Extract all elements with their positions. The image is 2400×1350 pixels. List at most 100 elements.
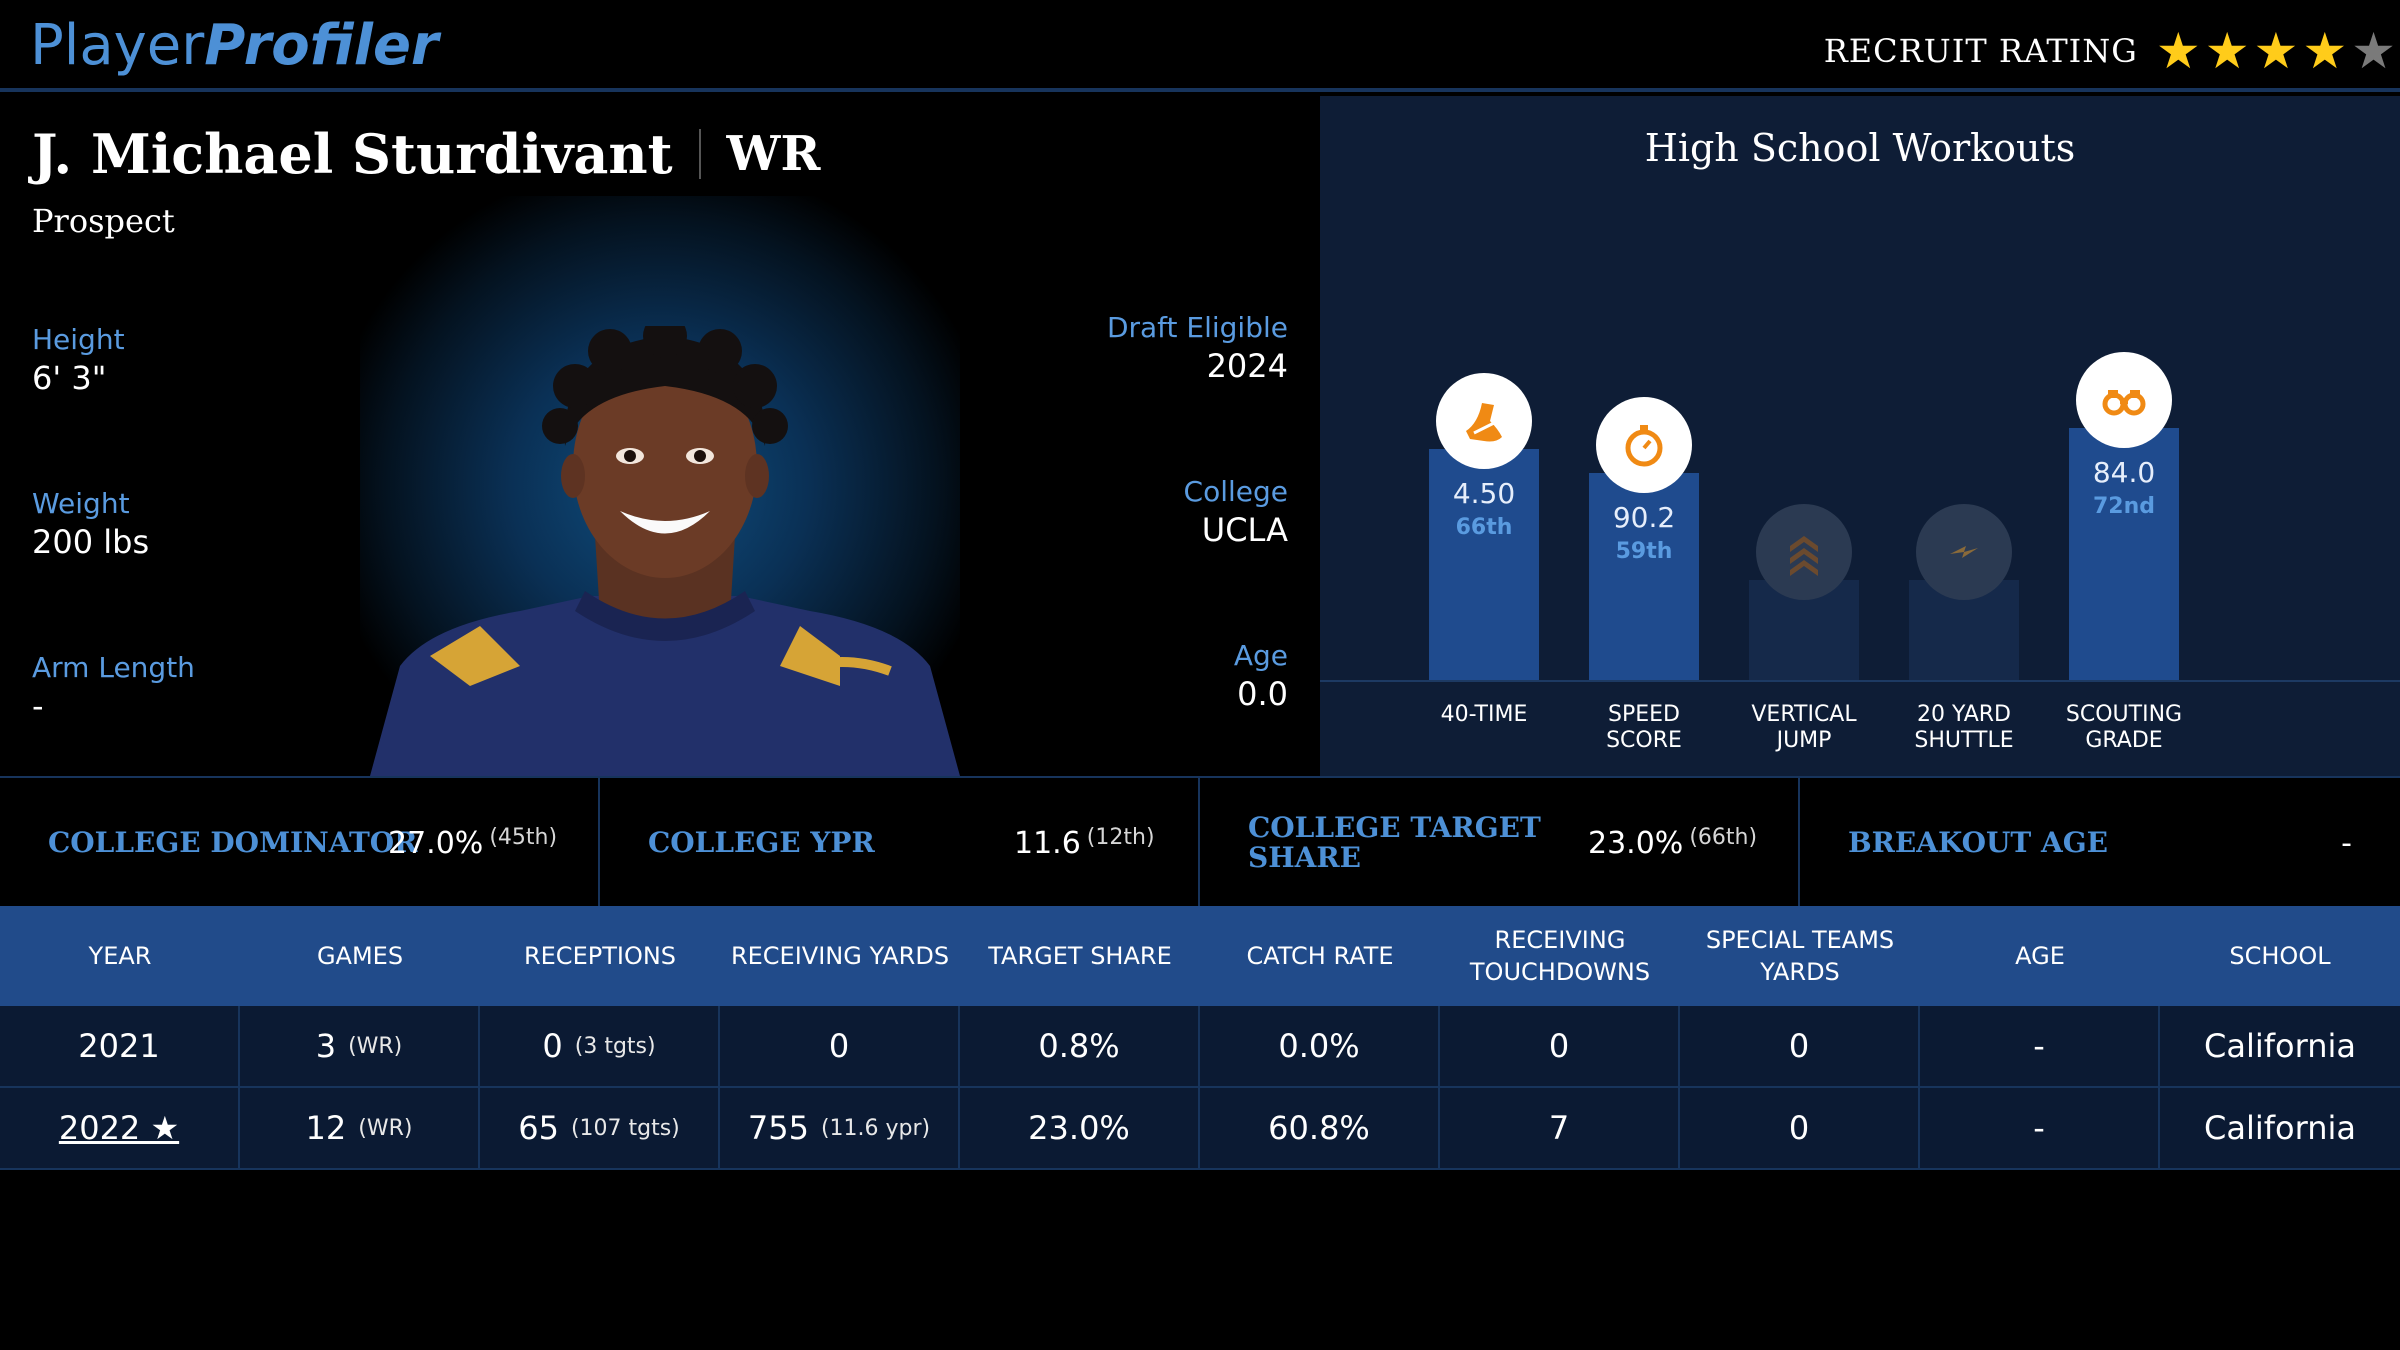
table-cell[interactable]: 2022 ★ (0, 1088, 240, 1168)
stat-label: COLLEGE DOMINATOR (48, 826, 418, 859)
star-empty-icon: ★ (2351, 22, 2396, 80)
attr-weight: Weight 200 lbs (32, 486, 332, 562)
table-cell: 755 (11.6 ypr) (720, 1088, 960, 1168)
attr-label: College (1183, 475, 1288, 508)
attr-value: 6' 3" (32, 359, 107, 397)
high-school-workouts-panel: High School Workouts 4.50 66th 40-TIME 90.2… (1320, 96, 2400, 776)
stat-value: - (2341, 825, 2352, 861)
attr-value: - (32, 687, 44, 725)
player-photo (370, 326, 960, 776)
logo[interactable]: PlayerProfiler (30, 14, 439, 78)
table-cell: 0 (1680, 1088, 1920, 1168)
table-cell: 0 (1680, 1006, 1920, 1086)
stat-rank: (12th) (1086, 824, 1155, 850)
stat-value-wrap: 23.0% (66th) (1588, 778, 1757, 908)
attr-value: UCLA (1201, 511, 1288, 549)
column-header[interactable]: AGE (2015, 942, 2065, 970)
table-cell: 23.0% (960, 1088, 1200, 1168)
table-cell: 65 (107 tgts) (480, 1088, 720, 1168)
attr-label: Weight (32, 487, 130, 520)
table-cell: 60.8% (1200, 1088, 1440, 1168)
chevrons-up-icon (1756, 504, 1852, 600)
workout-value: 4.50 (1452, 477, 1516, 510)
column-header[interactable]: SPECIAL TEAMS YARDS (1705, 926, 1895, 986)
stopwatch-icon (1596, 397, 1692, 493)
attr-value: 200 lbs (32, 523, 150, 561)
attr-label: Arm Length (32, 651, 195, 684)
player-profile-panel: J. Michael Sturdivant WR Prospect Height… (0, 96, 1320, 776)
workout-value: 90.2 (1612, 501, 1676, 534)
season-link[interactable]: 2022 ★ (58, 1109, 180, 1147)
star-filled-icon: ★ (2155, 22, 2201, 80)
stat-value-wrap: 11.6 (12th) (1014, 778, 1155, 908)
attr-college: College UCLA (988, 474, 1288, 550)
recruit-rating: RECRUIT RATING ★ ★ ★ ★ ★ (1824, 26, 2400, 76)
attr-value: 2024 (1206, 347, 1288, 385)
stat-rank: (45th) (489, 824, 558, 850)
column-header[interactable]: TARGET SHARE (988, 942, 1172, 970)
attr-height: Height 6' 3" (32, 322, 332, 398)
logo-part-1: Player (30, 13, 205, 78)
table-cell: 0.0% (1200, 1006, 1440, 1086)
stat-college-dominator: COLLEGE DOMINATOR 27.0% (45th) (0, 778, 600, 908)
table-row: 2021 3 (WR) 0 (3 tgts) 0 0.8% 0.0% 0 0- California (0, 1006, 2400, 1088)
player-name: J. Michael Sturdivant (32, 122, 673, 186)
table-cell: 2021 (0, 1006, 240, 1086)
stat-label: BREAKOUT AGE (1848, 826, 2108, 859)
attr-arm-length: Arm Length - (32, 650, 332, 726)
stat-value: 23.0% (1588, 825, 1684, 861)
workout-percentile: 66th (1455, 515, 1513, 540)
player-status: Prospect (32, 202, 175, 240)
table-cell: 7 (1440, 1088, 1680, 1168)
stat-value-wrap: - (2341, 778, 2352, 908)
workout-bar[interactable]: 90.2 59th (1589, 473, 1699, 680)
star-filled-icon: ★ (2204, 22, 2250, 80)
column-header[interactable]: SCHOOL (2229, 942, 2331, 970)
column-header[interactable]: RECEIVING TOUCHDOWNS (1469, 926, 1651, 986)
college-stats-table: YEAR GAMES RECEPTIONS RECEIVING YARDS TARGET… (0, 906, 2400, 1170)
star-filled-icon: ★ (2253, 22, 2299, 80)
stat-college-ypr: COLLEGE YPR 11.6 (12th) (600, 778, 1200, 908)
table-cell: 0 (3 tgts) (480, 1006, 720, 1086)
cell-note: (3 tgts) (574, 1033, 656, 1059)
binoculars-icon (2076, 352, 2172, 448)
table-cell: 12 (WR) (240, 1088, 480, 1168)
column-header[interactable]: CATCH RATE (1246, 942, 1394, 970)
star-filled-icon: ★ (2302, 22, 2348, 80)
attr-label: Height (32, 323, 125, 356)
player-position: WR (726, 126, 821, 182)
attr-value: 0.0 (1237, 675, 1288, 713)
table-cell: California (2204, 1027, 2356, 1065)
table-header: YEAR GAMES RECEPTIONS RECEIVING YARDS TARGET… (0, 906, 2400, 1006)
stat-label: COLLEGE YPR (648, 826, 875, 859)
cell-note: (WR) (358, 1115, 413, 1141)
shoe-icon (1436, 373, 1532, 469)
workout-label: 20 YARD SHUTTLE (1914, 702, 2014, 753)
workout-bar[interactable]: 4.50 66th (1429, 449, 1539, 680)
stat-college-target-share: COLLEGE TARGET SHARE 23.0% (66th) (1200, 778, 1800, 908)
attr-label: Age (1233, 639, 1288, 672)
top-bar: PlayerProfiler RECRUIT RATING ★ ★ ★ ★ ★ (0, 0, 2400, 92)
cell-note: (11.6 ypr) (820, 1115, 931, 1141)
table-cell: 0 (1440, 1006, 1680, 1086)
column-header[interactable]: RECEIVING YARDS (730, 942, 950, 970)
stat-label: COLLEGE TARGET SHARE (1248, 811, 1541, 874)
name-row: J. Michael Sturdivant WR (32, 122, 820, 186)
attr-age: Age 0.0 (988, 638, 1288, 714)
workout-value: 84.0 (2092, 456, 2156, 489)
attr-label: Draft Eligible (1106, 311, 1288, 344)
workout-label: 40-TIME (1440, 702, 1528, 727)
column-header[interactable]: RECEPTIONS (523, 942, 677, 970)
stat-rank: (66th) (1689, 824, 1758, 850)
workout-label: SCOUTING GRADE (2065, 702, 2183, 753)
workout-bar[interactable]: 84.0 72nd (2069, 428, 2179, 680)
college-stats-strip: COLLEGE DOMINATOR 27.0% (45th) COLLEGE YP… (0, 776, 2400, 908)
table-cell: 0.8% (960, 1006, 1200, 1086)
column-header[interactable]: YEAR (88, 942, 152, 970)
table-body: 2021 3 (WR) 0 (3 tgts) 0 0.8% 0.0% 0 0- California… (0, 1006, 2400, 1170)
table-row: 2022 ★ 12 (WR) 65 (107 tgts) 755 (11.6 ypr) 23.… (0, 1088, 2400, 1170)
column-header[interactable]: GAMES (316, 942, 404, 970)
table-cell: 0 (720, 1006, 960, 1086)
stat-value: 27.0% (388, 825, 484, 861)
workout-percentile: 72nd (2092, 494, 2156, 519)
